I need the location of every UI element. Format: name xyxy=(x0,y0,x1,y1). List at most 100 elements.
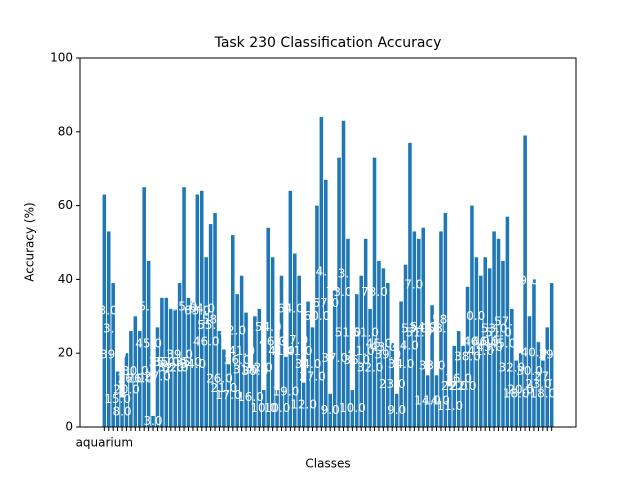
bar xyxy=(337,157,341,427)
value-label: 41.0 xyxy=(228,344,255,358)
value-label: 58.0 xyxy=(202,312,229,326)
bar xyxy=(448,386,452,427)
bar xyxy=(474,257,479,427)
bar xyxy=(239,275,244,427)
bar xyxy=(541,360,545,427)
bar xyxy=(363,238,368,427)
value-label: 58.0 xyxy=(432,312,459,326)
value-label: 57.0 xyxy=(494,314,521,328)
bar xyxy=(235,294,239,427)
value-label: 46.0 xyxy=(259,335,286,349)
value-label: 35.0 xyxy=(153,355,180,369)
value-label: 14.0 xyxy=(423,394,450,408)
bar xyxy=(253,316,257,427)
bar xyxy=(124,353,129,427)
value-label: 83.0 xyxy=(330,266,357,280)
value-label: 67.0 xyxy=(312,296,339,310)
value-label: 26.0 xyxy=(118,372,145,386)
bar xyxy=(350,390,355,427)
bar xyxy=(293,253,297,427)
bar xyxy=(514,360,519,427)
bar xyxy=(390,342,394,427)
value-label: 44.0 xyxy=(392,338,419,352)
bar xyxy=(417,238,421,427)
bar xyxy=(248,367,253,427)
value-label: 17.0 xyxy=(215,388,242,402)
value-label: 41.0 xyxy=(467,344,494,358)
value-label: 53.0 xyxy=(428,322,455,336)
bar xyxy=(549,283,554,427)
value-label: 64.0 xyxy=(188,301,215,315)
value-label: 64.0 xyxy=(277,301,304,315)
bar xyxy=(186,297,191,427)
bar xyxy=(102,194,107,427)
value-label: 20.0 xyxy=(113,383,140,397)
bar xyxy=(461,345,465,427)
bar xyxy=(545,327,550,427)
value-label: 36.0 xyxy=(343,353,370,367)
bar xyxy=(173,308,177,427)
bar xyxy=(527,316,532,427)
value-label: 27.0 xyxy=(299,370,326,384)
value-label: 11.0 xyxy=(436,399,463,413)
value-label: 26.0 xyxy=(206,372,233,386)
value-label: 46.0 xyxy=(193,335,220,349)
bar xyxy=(230,235,235,427)
value-label: 31.0 xyxy=(233,362,260,376)
y-axis-label: Accuracy (%) xyxy=(23,202,37,281)
bar xyxy=(434,375,439,427)
bar xyxy=(279,275,284,427)
value-label: 79.0 xyxy=(512,274,539,288)
value-label: 84.0 xyxy=(308,265,335,279)
value-label: 52.0 xyxy=(219,324,246,338)
bar xyxy=(111,283,115,427)
bar xyxy=(386,283,390,427)
bar xyxy=(120,397,124,427)
bar xyxy=(301,382,306,427)
value-label: 77.0 xyxy=(397,277,424,291)
bar xyxy=(177,283,182,427)
value-label: 14.0 xyxy=(414,394,441,408)
value-label: 54.0 xyxy=(410,320,437,334)
bar xyxy=(129,331,133,427)
bar xyxy=(452,345,457,427)
value-label: 39.0 xyxy=(166,348,193,362)
value-label: 30.0 xyxy=(516,364,543,378)
value-label: 45.0 xyxy=(490,336,517,350)
bar xyxy=(226,364,231,427)
y-tick-label: 60 xyxy=(58,198,73,212)
value-label: 9.0 xyxy=(321,403,340,417)
value-label: 32.0 xyxy=(246,360,273,374)
bar xyxy=(536,342,541,427)
value-label: 32.0 xyxy=(157,360,184,374)
value-label: 26.0 xyxy=(445,372,472,386)
bar xyxy=(456,331,461,427)
bar xyxy=(133,316,138,427)
value-label: 73.0 xyxy=(326,285,353,299)
value-label: 51.0 xyxy=(485,325,512,339)
bar xyxy=(439,231,443,427)
value-label: 46.0 xyxy=(463,335,490,349)
bar xyxy=(310,327,315,427)
x-axis-label: Classes xyxy=(305,457,350,471)
value-label: 37.0 xyxy=(321,351,348,365)
bar xyxy=(430,305,434,427)
value-label: 26.0 xyxy=(126,372,153,386)
bar xyxy=(191,301,195,427)
bar xyxy=(142,187,146,427)
value-label: 47.0 xyxy=(281,333,308,347)
x-tick-label: aquarium xyxy=(76,436,134,450)
bar xyxy=(403,264,408,427)
chart-title: Task 230 Classification Accuracy xyxy=(214,35,442,51)
value-label: 30.0 xyxy=(242,364,269,378)
y-tick-label: 100 xyxy=(50,51,73,65)
bar xyxy=(266,227,270,427)
value-label: 41.0 xyxy=(286,344,313,358)
bar xyxy=(288,190,293,427)
bar xyxy=(368,308,372,427)
value-label: 45.0 xyxy=(135,336,162,350)
bar xyxy=(324,179,328,427)
value-label: 21.0 xyxy=(211,381,238,395)
bar xyxy=(257,308,262,427)
value-label: 8.0 xyxy=(112,405,131,419)
